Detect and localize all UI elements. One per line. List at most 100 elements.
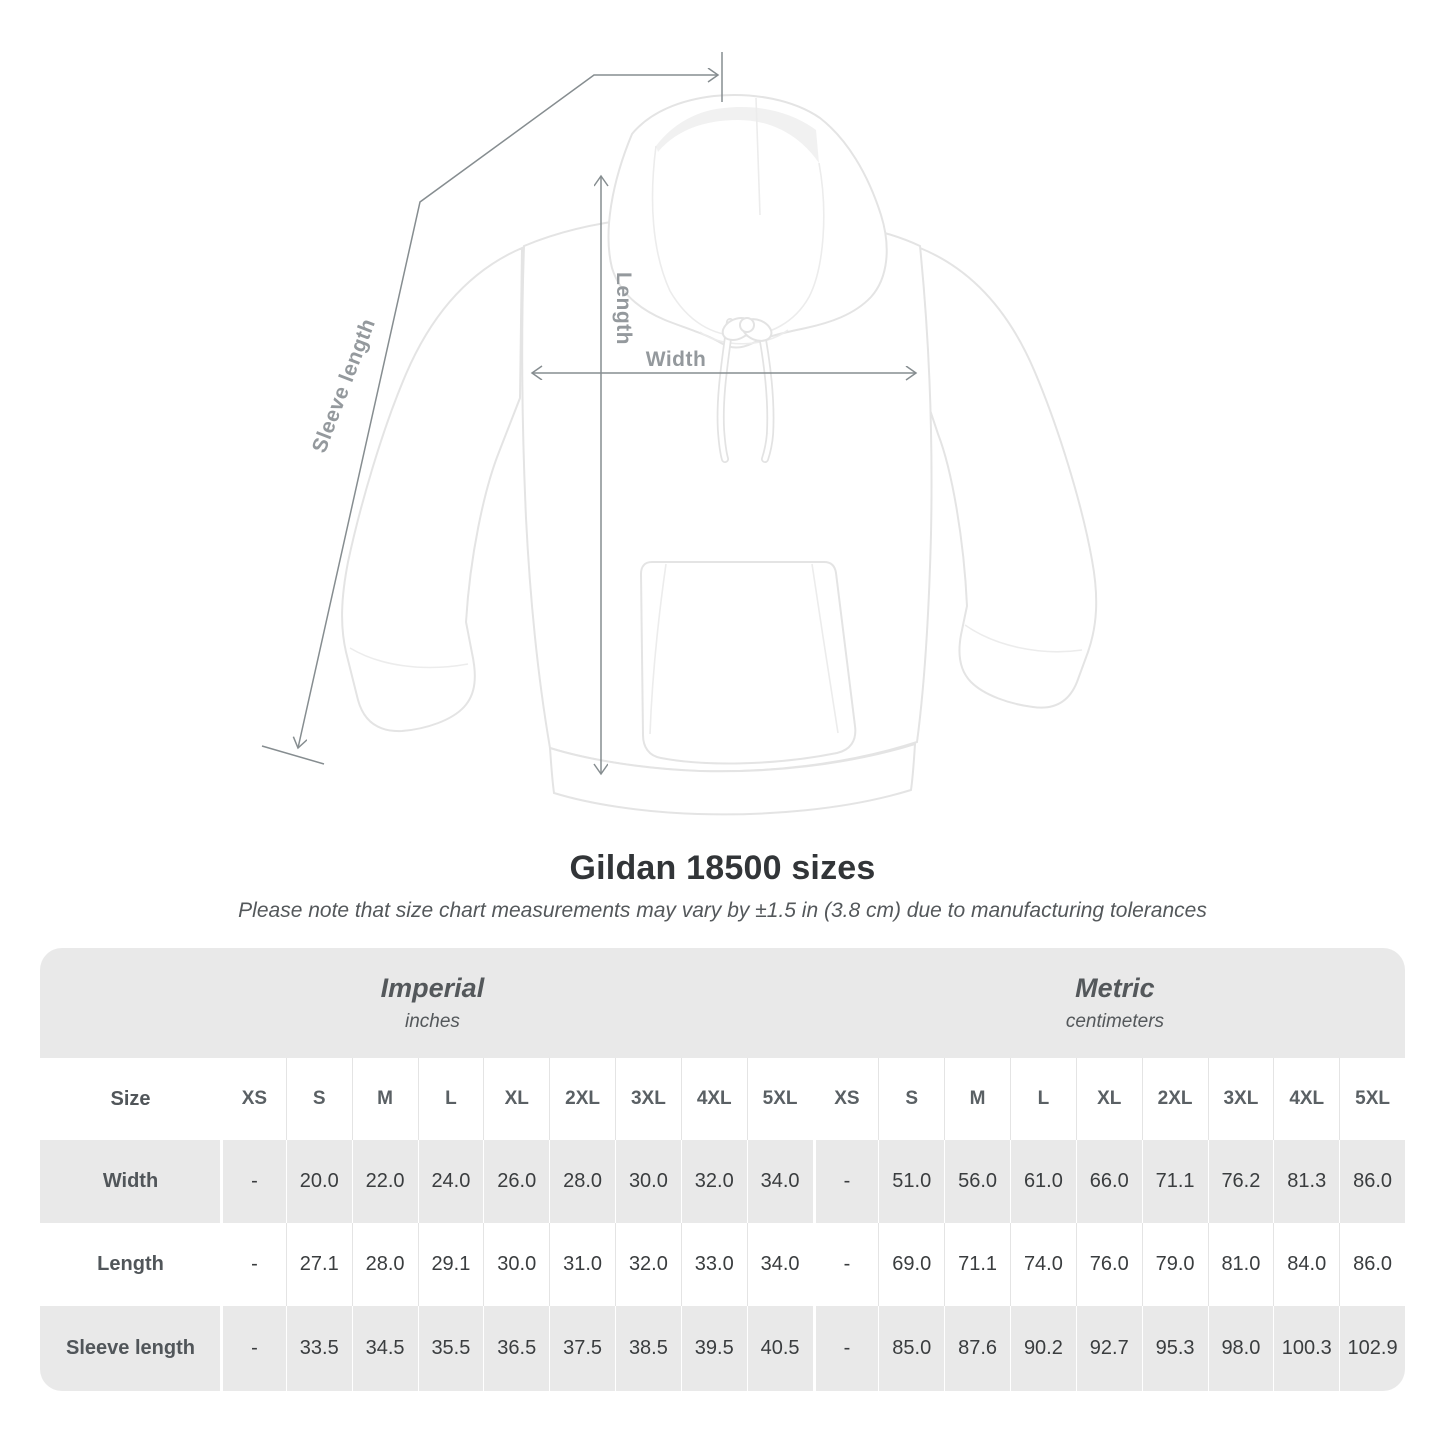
value-cell: - bbox=[812, 1140, 879, 1223]
value-cell: 86.0 bbox=[1339, 1140, 1405, 1223]
tolerance-note: Please note that size chart measurements… bbox=[238, 899, 1207, 922]
size-col-header: XL bbox=[483, 1058, 550, 1140]
value-cell: 85.0 bbox=[878, 1306, 945, 1391]
value-cell: 33.0 bbox=[680, 1223, 747, 1306]
value-cell: 71.1 bbox=[944, 1223, 1010, 1306]
size-grid: Size XS S M L XL 2XL 3XL 4XL 5XL XS S M L XL 2XL 3XL 4XL 5… bbox=[40, 1058, 1405, 1391]
value-cell: 71.1 bbox=[1141, 1140, 1208, 1223]
size-col-header: 5XL bbox=[1339, 1058, 1405, 1140]
size-col-header: L bbox=[417, 1058, 484, 1140]
value-cell: 32.0 bbox=[615, 1223, 681, 1306]
metric-title: Metric bbox=[1075, 973, 1155, 1003]
value-cell: 84.0 bbox=[1273, 1223, 1340, 1306]
hoodie-pocket-right-seam bbox=[811, 563, 839, 734]
value-cell: 34.0 bbox=[746, 1223, 813, 1306]
size-col-header: XS bbox=[812, 1058, 879, 1140]
value-cell: 69.0 bbox=[878, 1223, 945, 1306]
row-label: Sleeve length bbox=[40, 1306, 220, 1391]
value-cell: 56.0 bbox=[944, 1140, 1010, 1223]
value-cell: 95.3 bbox=[1141, 1306, 1208, 1391]
value-cell: 29.1 bbox=[417, 1223, 484, 1306]
size-col-header: 3XL bbox=[615, 1058, 681, 1140]
value-cell: 26.0 bbox=[483, 1140, 550, 1223]
value-cell: 39.5 bbox=[680, 1306, 747, 1391]
value-cell: 87.6 bbox=[944, 1306, 1010, 1391]
value-cell: - bbox=[220, 1223, 286, 1306]
size-col-header: XL bbox=[1075, 1058, 1142, 1140]
value-cell: 30.0 bbox=[483, 1223, 550, 1306]
value-cell: 36.5 bbox=[483, 1306, 550, 1391]
value-cell: 92.7 bbox=[1075, 1306, 1142, 1391]
value-cell: 102.9 bbox=[1339, 1306, 1405, 1391]
value-cell: 66.0 bbox=[1075, 1140, 1142, 1223]
value-cell: 33.5 bbox=[285, 1306, 352, 1391]
size-col-header: 4XL bbox=[1273, 1058, 1340, 1140]
size-col-header: 3XL bbox=[1207, 1058, 1274, 1140]
value-cell: 79.0 bbox=[1141, 1223, 1208, 1306]
hoodie-illustration bbox=[341, 93, 1098, 816]
size-col-header: M bbox=[944, 1058, 1010, 1140]
hood-center-seam bbox=[755, 97, 761, 216]
value-cell: 51.0 bbox=[878, 1140, 945, 1223]
size-col-header: 4XL bbox=[680, 1058, 747, 1140]
value-cell: 32.0 bbox=[680, 1140, 747, 1223]
value-cell: - bbox=[220, 1140, 286, 1223]
metric-unit: centimeters bbox=[1065, 1011, 1165, 1032]
value-cell: - bbox=[812, 1223, 879, 1306]
size-col-header: S bbox=[878, 1058, 945, 1140]
size-col-header: S bbox=[285, 1058, 352, 1140]
page-title: Gildan 18500 sizes bbox=[569, 849, 876, 887]
value-cell: 28.0 bbox=[549, 1140, 615, 1223]
size-col-header: 5XL bbox=[746, 1058, 813, 1140]
value-cell: 24.0 bbox=[417, 1140, 484, 1223]
value-cell: 34.5 bbox=[351, 1306, 418, 1391]
size-col-header: 2XL bbox=[1141, 1058, 1208, 1140]
imperial-unit: inches bbox=[404, 1011, 460, 1032]
value-cell: 38.5 bbox=[615, 1306, 681, 1391]
size-col-header: L bbox=[1010, 1058, 1076, 1140]
value-cell: 20.0 bbox=[285, 1140, 352, 1223]
sleeve-length-arrow bbox=[298, 75, 718, 748]
drawstrings bbox=[716, 317, 775, 463]
size-col-header: M bbox=[351, 1058, 418, 1140]
value-cell: - bbox=[220, 1306, 286, 1391]
units-header-band: Imperial inches Metric centimeters bbox=[40, 948, 1405, 1058]
width-label: Width bbox=[646, 348, 707, 371]
hoodie-pocket bbox=[639, 561, 857, 765]
value-cell: 90.2 bbox=[1010, 1306, 1076, 1391]
value-cell: 27.1 bbox=[285, 1223, 352, 1306]
metric-header: Metric centimeters bbox=[825, 948, 1405, 1058]
hoodie-measurement-diagram: Length Width Sleeve length bbox=[261, 52, 1098, 816]
value-cell: 22.0 bbox=[351, 1140, 418, 1223]
cuff-tick bbox=[261, 745, 325, 765]
imperial-header: Imperial inches bbox=[40, 948, 825, 1058]
value-cell: 86.0 bbox=[1339, 1223, 1405, 1306]
hoodie-right-cuff-seam bbox=[964, 624, 1083, 653]
hoodie-right-sleeve bbox=[918, 246, 1098, 709]
hoodie-hood bbox=[607, 93, 888, 349]
value-cell: 74.0 bbox=[1010, 1223, 1076, 1306]
value-cell: 28.0 bbox=[351, 1223, 418, 1306]
length-label: Length bbox=[612, 272, 635, 345]
value-cell: 31.0 bbox=[549, 1223, 615, 1306]
value-cell: 100.3 bbox=[1273, 1306, 1340, 1391]
value-cell: 76.0 bbox=[1075, 1223, 1142, 1306]
corner-size-label: Size bbox=[40, 1058, 220, 1140]
value-cell: 81.3 bbox=[1273, 1140, 1340, 1223]
value-cell: 34.0 bbox=[746, 1140, 813, 1223]
value-cell: 81.0 bbox=[1207, 1223, 1274, 1306]
value-cell: 61.0 bbox=[1010, 1140, 1076, 1223]
size-chart-table: Imperial inches Metric centimeters Size X… bbox=[40, 948, 1405, 1391]
imperial-title: Imperial bbox=[380, 973, 485, 1003]
value-cell: 40.5 bbox=[746, 1306, 813, 1391]
hoodie-hem-band bbox=[548, 742, 917, 816]
value-cell: 35.5 bbox=[417, 1306, 484, 1391]
row-label: Length bbox=[40, 1223, 220, 1306]
value-cell: 37.5 bbox=[549, 1306, 615, 1391]
value-cell: 30.0 bbox=[615, 1140, 681, 1223]
row-label: Width bbox=[40, 1140, 220, 1223]
size-col-header: XS bbox=[220, 1058, 286, 1140]
value-cell: 76.2 bbox=[1207, 1140, 1274, 1223]
sleeve-length-label: Sleeve length bbox=[308, 315, 380, 456]
